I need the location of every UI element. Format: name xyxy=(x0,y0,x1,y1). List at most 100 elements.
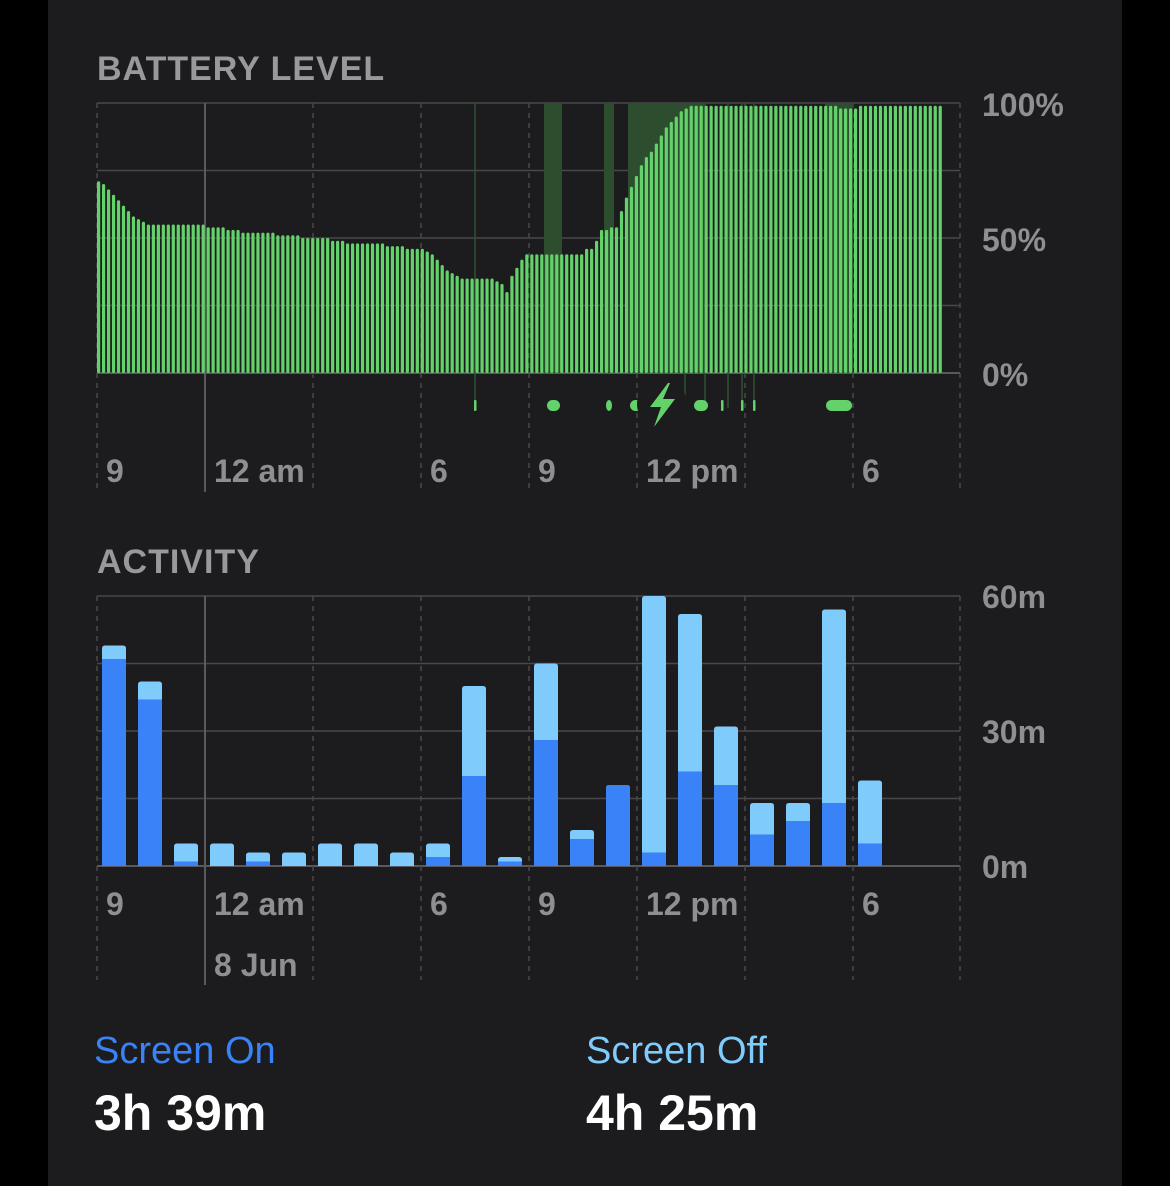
battery-bar xyxy=(545,254,549,373)
screen-off-segment xyxy=(210,843,234,866)
screen-off-segment xyxy=(282,852,306,866)
screen-on-segment xyxy=(678,771,702,866)
battery-bar xyxy=(585,248,589,373)
battery-bar xyxy=(236,229,240,373)
battery-bar xyxy=(390,246,395,373)
screen-off-segment xyxy=(822,609,846,866)
battery-bar xyxy=(639,165,644,373)
battery-bar xyxy=(316,238,320,373)
battery-bar xyxy=(405,248,409,373)
screen-on-segment xyxy=(174,861,198,866)
battery-bar xyxy=(465,278,469,373)
battery-bar xyxy=(395,246,399,373)
battery-bar xyxy=(505,292,509,373)
battery-bar xyxy=(226,229,230,373)
battery-bar xyxy=(400,246,404,373)
battery-bar xyxy=(863,105,868,373)
battery-bar xyxy=(101,184,106,373)
activity-bar xyxy=(786,803,810,866)
battery-bar xyxy=(789,105,793,373)
charging-band xyxy=(604,103,614,373)
battery-bar xyxy=(350,243,355,373)
battery-bar xyxy=(181,224,185,373)
battery-usage-panel xyxy=(48,0,1122,1186)
battery-bar xyxy=(251,232,255,373)
battery-bar xyxy=(375,243,380,373)
battery-bar xyxy=(933,105,937,373)
screen-on-segment xyxy=(606,785,630,866)
battery-bar xyxy=(535,254,539,373)
battery-bar xyxy=(216,227,220,373)
activity-x-label-6am: 6 xyxy=(430,886,448,922)
screen-off-segment xyxy=(390,852,414,866)
screen-on-segment xyxy=(750,834,774,866)
battery-bar xyxy=(848,108,853,374)
battery-bar xyxy=(490,278,494,373)
screen-on-segment xyxy=(822,803,846,866)
battery-bar xyxy=(131,216,136,373)
battery-bar xyxy=(699,105,703,373)
battery-bar xyxy=(415,248,419,373)
battery-bar xyxy=(769,105,773,373)
battery-bar xyxy=(256,232,260,373)
battery-bar xyxy=(754,105,758,373)
battery-bar xyxy=(903,105,907,373)
battery-bar xyxy=(246,232,250,373)
activity-x-label-9pm: 9 xyxy=(106,886,124,922)
activity-bar xyxy=(246,852,270,866)
battery-bar xyxy=(829,105,833,373)
battery-bar xyxy=(510,275,514,373)
battery-y-label-50: 50% xyxy=(982,222,1046,258)
activity-chart[interactable]: 60m 30m 0m 9 12 am 6 9 12 pm 6 8 Jun xyxy=(0,0,1170,1000)
activity-bar xyxy=(534,663,558,866)
battery-bar xyxy=(704,105,708,373)
activity-bar xyxy=(138,681,162,866)
screen-on-segment xyxy=(714,785,738,866)
battery-bar xyxy=(739,105,743,373)
battery-bar xyxy=(555,254,559,373)
battery-bar xyxy=(221,227,225,373)
screen-on-segment xyxy=(786,821,810,866)
battery-bar xyxy=(883,105,888,373)
battery-bar xyxy=(435,259,439,373)
battery-bar xyxy=(853,108,858,374)
screen-on-segment xyxy=(642,852,666,866)
battery-bar xyxy=(599,229,604,373)
battery-bar xyxy=(560,254,564,373)
battery-bar xyxy=(565,254,569,373)
battery-bar xyxy=(515,267,519,373)
battery-x-label-9am: 9 xyxy=(538,453,556,489)
battery-bar xyxy=(116,200,121,373)
screen-on-segment xyxy=(138,699,162,866)
battery-bar xyxy=(171,224,175,373)
screen-off-value: 4h 25m xyxy=(586,1085,759,1141)
activity-bar xyxy=(498,857,522,866)
battery-bar xyxy=(420,248,424,373)
battery-bar xyxy=(211,227,215,373)
screen-off-segment xyxy=(642,596,666,866)
battery-bar xyxy=(186,224,190,373)
battery-bar xyxy=(336,240,340,373)
battery-bar xyxy=(206,227,210,373)
activity-bar xyxy=(714,726,738,866)
battery-bar xyxy=(231,229,235,373)
battery-bar xyxy=(455,275,459,373)
battery-bar xyxy=(709,105,713,373)
battery-bar xyxy=(794,105,798,373)
battery-bar xyxy=(111,194,116,373)
battery-bar xyxy=(201,224,205,373)
battery-bar xyxy=(679,111,683,373)
battery-level-chart[interactable]: 100% 50% 0% 9 12 am 6 9 12 pm 6 xyxy=(0,0,1170,500)
screen-on-segment xyxy=(462,776,486,866)
battery-bar xyxy=(385,246,390,373)
battery-bar xyxy=(634,175,639,373)
battery-y-label-100: 100% xyxy=(982,87,1064,123)
battery-bar xyxy=(575,254,579,373)
battery-bar xyxy=(550,254,554,373)
battery-bar xyxy=(873,105,878,373)
battery-bar xyxy=(888,105,893,373)
battery-bar xyxy=(331,240,335,373)
activity-bar xyxy=(426,843,450,866)
battery-bar xyxy=(480,278,484,373)
battery-bar xyxy=(136,219,141,373)
